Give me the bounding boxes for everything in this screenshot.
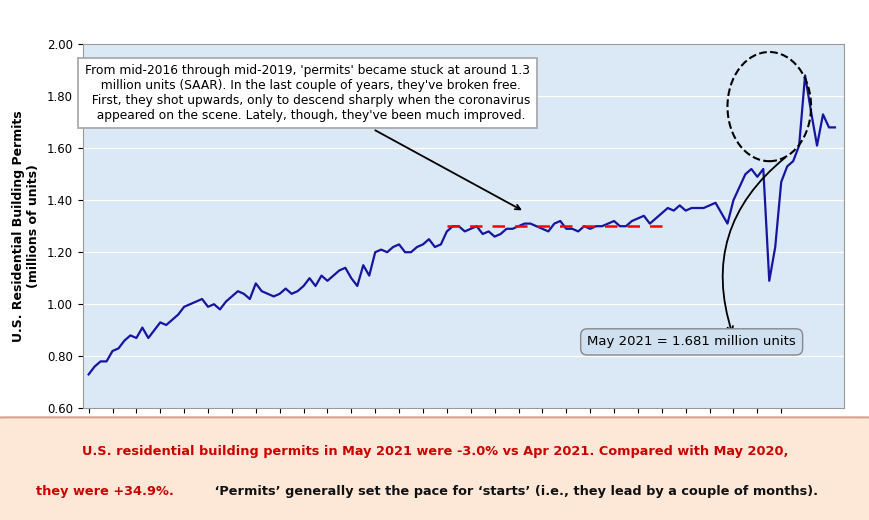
Y-axis label: U.S. Residential Building Permits
(millions of units): U.S. Residential Building Permits (milli…	[12, 110, 40, 342]
X-axis label: Year and month: Year and month	[395, 447, 531, 461]
Text: they were +34.9%.: they were +34.9%.	[36, 485, 174, 498]
Text: May 2021 = 1.681 million units: May 2021 = 1.681 million units	[587, 335, 795, 348]
Text: U.S. residential building permits in May 2021 were -3.0% vs Apr 2021. Compared w: U.S. residential building permits in May…	[82, 446, 787, 459]
FancyBboxPatch shape	[0, 418, 869, 520]
Text: From mid-2016 through mid-2019, 'permits' became stuck at around 1.3
  million u: From mid-2016 through mid-2019, 'permits…	[84, 64, 530, 210]
Text: ‘Permits’ generally set the pace for ‘starts’ (i.e., they lead by a couple of mo: ‘Permits’ generally set the pace for ‘st…	[209, 485, 817, 498]
